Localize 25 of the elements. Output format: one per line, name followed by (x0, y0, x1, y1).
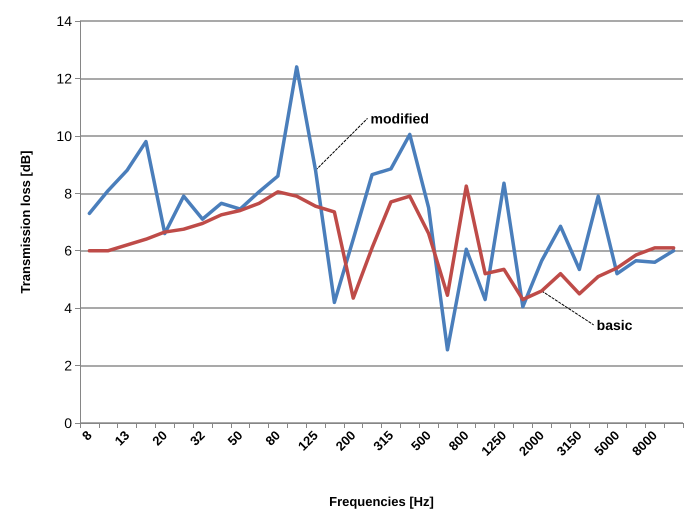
x-tick-label: 50 (224, 428, 246, 449)
y-tick-label: 14 (56, 13, 72, 29)
x-tick-label: 80 (262, 428, 284, 449)
annotation: modified (370, 110, 429, 126)
x-axis-title: Frequencies [Hz] (329, 494, 434, 509)
annotation: basic (596, 316, 633, 333)
x-tick-label: 800 (446, 428, 472, 454)
y-tick-label: 10 (56, 128, 72, 144)
x-tick-label: 125 (294, 428, 321, 454)
x-tick-label: 315 (370, 428, 396, 454)
y-tick-label: 0 (64, 415, 72, 431)
x-tick-label: 200 (332, 428, 359, 454)
x-tick-label: 13 (112, 428, 132, 449)
y-tick-label: 4 (64, 300, 72, 316)
x-tick-label: 500 (408, 428, 434, 454)
x-tick-label: 8 (79, 428, 95, 444)
y-axis-title: Transmission loss [dB] (18, 150, 33, 294)
line-series (88, 184, 676, 302)
line-series (88, 65, 676, 352)
y-tick-label: 12 (56, 70, 72, 86)
y-tick-label: 2 (64, 358, 72, 374)
x-tick-label: 20 (149, 428, 170, 449)
y-tick-label: 6 (64, 242, 72, 259)
x-tick-label: 32 (186, 428, 208, 449)
y-tick-label: 8 (64, 185, 72, 202)
